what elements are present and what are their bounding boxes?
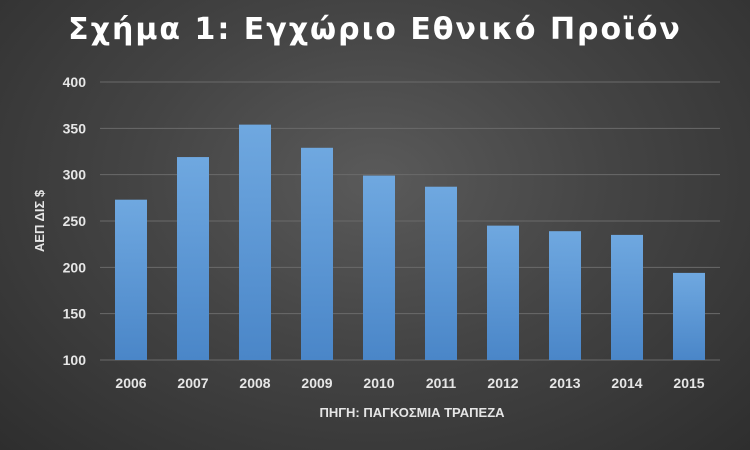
x-tick-label: 2015 <box>673 375 704 391</box>
bar-2007 <box>177 157 209 360</box>
x-tick-label: 2006 <box>115 375 146 391</box>
bar-2010 <box>363 175 395 360</box>
y-tick-label: 300 <box>63 167 87 183</box>
bar-2013 <box>549 231 581 360</box>
x-tick-label: 2008 <box>239 375 270 391</box>
y-tick-label: 400 <box>63 74 87 90</box>
x-tick-label: 2011 <box>426 375 457 391</box>
bar-2011 <box>425 186 457 360</box>
x-tick-label: 2009 <box>301 375 332 391</box>
y-tick-label: 250 <box>63 213 87 229</box>
x-axis-label: ΠΗΓΗ: ΠΑΓΚΟΣΜΙΑ ΤΡΑΠΕΖΑ <box>319 405 505 420</box>
bar-2008 <box>239 124 271 360</box>
y-tick-label: 150 <box>63 306 87 322</box>
x-tick-label: 2007 <box>177 375 208 391</box>
x-axis-ticks: 2006 2007 2008 2009 2010 2011 2012 2013 2014 2015 <box>115 375 704 391</box>
bar-2015 <box>673 272 705 360</box>
y-axis-label: ΑΕΠ ΔΙΣ $ <box>32 189 47 252</box>
x-tick-label: 2010 <box>363 375 394 391</box>
x-tick-label: 2012 <box>487 375 518 391</box>
bar-2006 <box>115 199 147 360</box>
x-tick-label: 2013 <box>549 375 580 391</box>
bars <box>115 124 705 360</box>
y-tick-label: 200 <box>63 259 87 275</box>
x-tick-label: 2014 <box>611 375 642 391</box>
y-tick-label: 100 <box>63 352 87 368</box>
chart-title: Σχήμα 1: Εγχώριο Εθνικό Προϊόν <box>68 12 682 47</box>
bar-2009 <box>301 147 333 360</box>
bar-2012 <box>487 225 519 360</box>
y-tick-label: 350 <box>63 120 87 136</box>
bar-2014 <box>611 234 643 360</box>
y-axis-ticks: 100 150 200 250 300 350 400 <box>63 74 87 368</box>
